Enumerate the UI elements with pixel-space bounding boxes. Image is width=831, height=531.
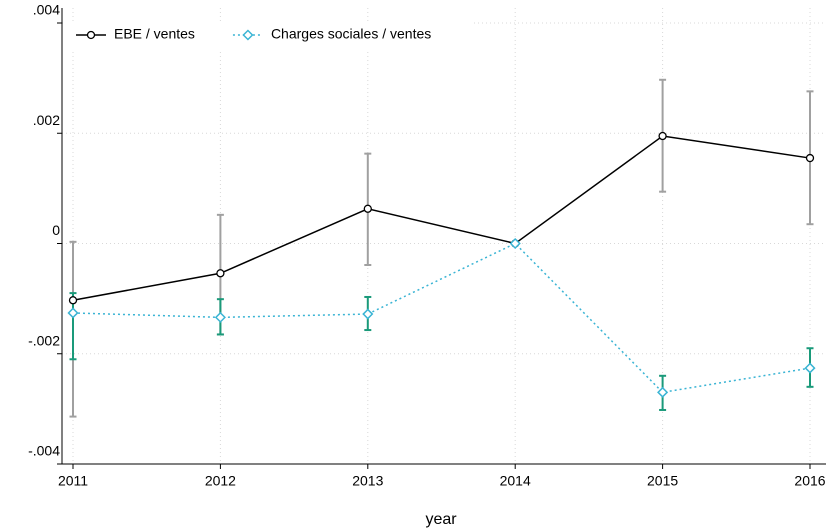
x-tick-label: 2016 [794,473,825,489]
marker [509,237,521,250]
marker [67,307,79,319]
series-line [72,242,811,394]
x-tick-label: 2014 [500,473,531,489]
legend-marker [86,30,96,40]
marker [68,296,78,305]
marker [804,362,816,374]
marker [363,204,372,213]
x-tick-label: 2012 [205,473,236,489]
legend-label: Charges sociales / ventes [271,26,431,42]
marker [657,386,669,398]
y-tick-label: -.002 [28,332,60,348]
y-tick-label: -.004 [28,443,60,459]
legend-box [63,22,473,50]
x-tick-label: 2013 [352,473,383,489]
marker [362,308,374,320]
marker [216,269,225,278]
x-tick-label: 2011 [58,473,88,489]
x-tick-label: 2015 [647,473,678,489]
legend-label: EBE / ventes [114,26,195,42]
series-line [72,135,811,302]
marker [214,311,226,323]
legend-marker [242,29,254,41]
y-tick-label: .002 [33,112,60,128]
x-axis-label: year [425,511,457,528]
marker [658,131,667,141]
y-tick-label: .004 [33,2,60,18]
y-tick-label: 0 [52,222,60,238]
marker [805,153,815,163]
